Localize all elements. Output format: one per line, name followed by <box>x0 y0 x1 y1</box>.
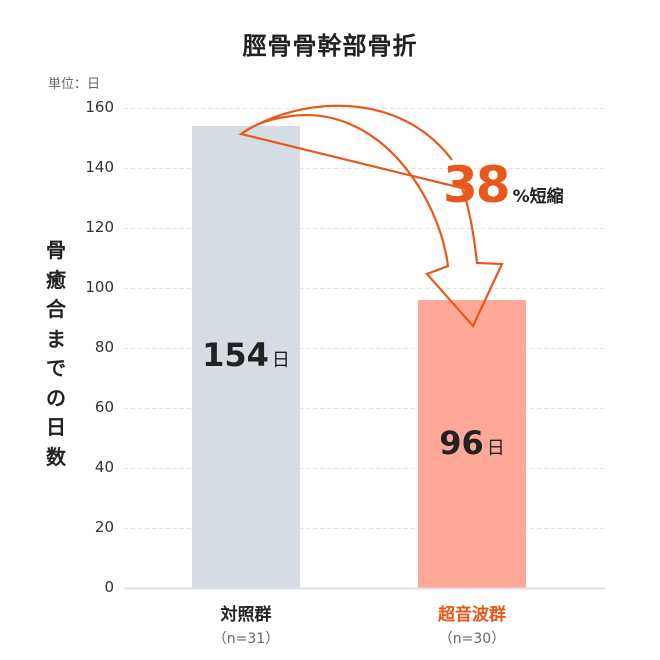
y-tick-0: 0 <box>104 578 114 596</box>
y-axis-label-char: ま <box>46 326 66 351</box>
y-tick-160: 160 <box>85 98 114 116</box>
y-tick-140: 140 <box>85 158 114 176</box>
reduction-percent: 38 <box>443 156 511 214</box>
bar-control <box>192 126 300 588</box>
category-n: （n=31） <box>212 631 280 647</box>
y-axis-label-char: の <box>46 385 66 410</box>
y-tick-120: 120 <box>85 218 114 236</box>
unit-label: 単位：日 <box>48 77 101 92</box>
y-tick-40: 40 <box>94 458 114 476</box>
bar-value-ultrasound: 96 日 <box>418 424 526 462</box>
y-tick-100: 100 <box>85 278 114 296</box>
chart-title: 脛骨骨幹部骨折 <box>242 32 418 60</box>
x-category-ultrasound: 超音波群 （n=30） <box>392 600 552 648</box>
category-n: （n=30） <box>438 631 506 647</box>
bar-value-unit: 日 <box>486 438 505 459</box>
category-name: 対照群 <box>220 605 272 625</box>
category-name: 超音波群 <box>438 605 506 625</box>
reduction-annotation: 38 %短縮 <box>443 156 564 214</box>
bar-value-control: 154 日 <box>192 336 300 374</box>
x-category-control: 対照群 （n=31） <box>166 600 326 648</box>
y-axis-label-char: 骨 <box>46 238 66 262</box>
y-axis-label-char: 日 <box>46 415 66 439</box>
bar-ultrasound <box>418 300 526 588</box>
y-axis-label-char: 合 <box>46 297 66 321</box>
y-axis-label-char: 数 <box>46 444 66 469</box>
y-axis-label-char: で <box>46 356 66 380</box>
bar-value-number: 154 <box>202 336 269 374</box>
y-axis-label: 骨 癒 合 ま で の 日 数 <box>44 236 68 472</box>
y-tick-60: 60 <box>94 398 114 416</box>
bar-value-number: 96 <box>439 424 484 462</box>
y-tick-80: 80 <box>94 338 114 356</box>
reduction-suffix: %短縮 <box>512 187 564 207</box>
y-axis-label-char: 癒 <box>46 267 66 292</box>
bar-value-unit: 日 <box>271 350 290 371</box>
y-tick-20: 20 <box>94 518 114 536</box>
reduction-arrow-icon <box>238 104 504 328</box>
